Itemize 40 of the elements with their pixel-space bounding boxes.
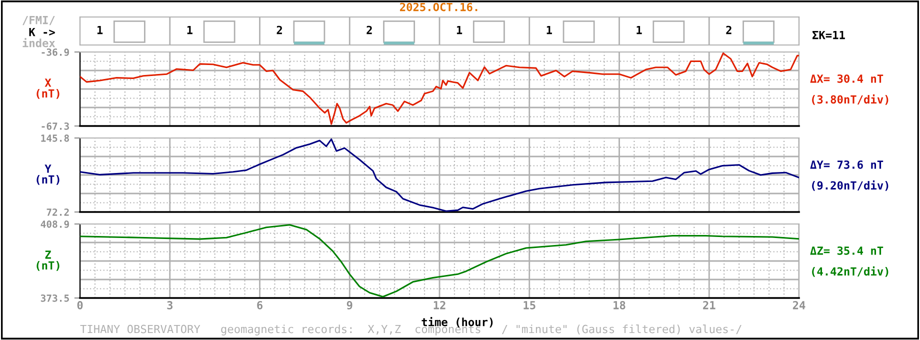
data-label: 1	[187, 26, 192, 34]
data-label: 1	[546, 26, 552, 34]
data-label: 1	[456, 26, 462, 34]
y-tick-label: -67.3	[42, 122, 69, 130]
y-tick-label: -36.9	[42, 48, 69, 56]
data-label: 1	[97, 26, 103, 34]
line-series	[80, 52, 799, 125]
text: (9.20nT/div)	[812, 180, 888, 191]
data-label: 2	[726, 26, 732, 34]
text: ΣK=11	[812, 30, 845, 40]
text: K ->	[29, 28, 55, 36]
x-tick-label: 9	[346, 301, 352, 310]
text: ΔY= 73.6 nT	[810, 160, 884, 169]
x-tick-label: 0	[77, 300, 83, 310]
text: /FMI/	[22, 16, 55, 26]
line-series	[80, 138, 799, 212]
y-tick-label: 408.9	[40, 220, 69, 228]
y-tick-label: 373.5	[40, 294, 69, 302]
y-axis-title: X (nT)	[36, 78, 60, 99]
data-label: 2	[366, 26, 372, 34]
x-tick-label: 3	[167, 300, 172, 310]
x-tick-label: 12	[434, 300, 446, 310]
x-tick-label: 24	[792, 300, 806, 310]
x-tick-label: 6	[257, 300, 262, 310]
text: (3.80nT/div)	[812, 94, 888, 105]
text: index	[22, 38, 56, 48]
y-tick-label: 145.8	[41, 134, 69, 142]
y-tick-label: 72.2	[46, 208, 69, 216]
x-tick-label: 18	[614, 300, 626, 310]
text: ΔZ= 35.4 nT	[810, 246, 884, 255]
x-tick-label: 15	[524, 301, 536, 310]
data-label: 2	[276, 26, 282, 34]
text: (4.42nT/div)	[812, 266, 888, 277]
text: 2025.OCT.16.	[400, 2, 478, 12]
line-series	[80, 224, 799, 298]
data-label: 1	[636, 26, 642, 34]
x-tick-label: 21	[703, 300, 716, 310]
text: ΔX= 30.4 nT	[810, 74, 884, 83]
y-axis-title: Z (nT)	[36, 250, 60, 271]
y-axis-title: Y (nT)	[36, 164, 60, 185]
